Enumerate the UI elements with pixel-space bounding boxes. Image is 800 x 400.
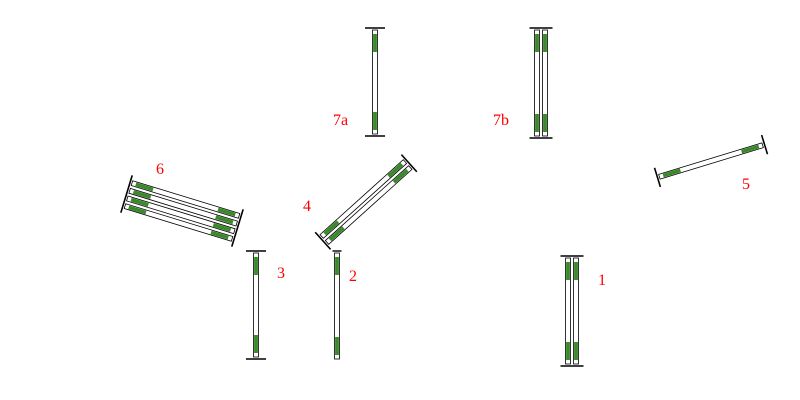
rail-stripe bbox=[210, 230, 229, 240]
rail-stripe bbox=[392, 168, 409, 184]
fence-rail bbox=[334, 252, 340, 360]
rail-stripe bbox=[387, 162, 404, 178]
rail-stripe bbox=[215, 215, 234, 225]
fence-rail bbox=[253, 252, 259, 358]
rail-stripe bbox=[335, 257, 339, 275]
fence-rail bbox=[534, 29, 540, 137]
rail-stripe bbox=[328, 226, 345, 242]
fence-7b bbox=[529, 27, 553, 139]
rail-stripe bbox=[212, 222, 232, 232]
fence-cap-bottom bbox=[230, 209, 244, 247]
fence-label-3: 3 bbox=[277, 265, 285, 282]
fence-rail bbox=[372, 29, 378, 135]
fence-rail bbox=[126, 195, 236, 235]
rail-stripe bbox=[662, 168, 681, 178]
fence-rail bbox=[324, 165, 413, 245]
rail-stripe bbox=[574, 262, 578, 280]
fence-3 bbox=[246, 250, 266, 360]
fence-1 bbox=[560, 255, 584, 367]
fence-rail bbox=[123, 203, 234, 242]
fence-label-1: 1 bbox=[598, 272, 606, 289]
rail-stripe bbox=[373, 34, 377, 52]
fence-cap-top bbox=[400, 154, 418, 173]
rail-stripe bbox=[574, 342, 578, 360]
rail-stripe bbox=[128, 205, 147, 215]
rail-stripe bbox=[373, 112, 377, 130]
fence-label-2: 2 bbox=[349, 268, 357, 285]
fence-label-5: 5 bbox=[742, 176, 750, 193]
rail-stripe bbox=[132, 190, 152, 200]
fence-label-7a: 7a bbox=[333, 112, 348, 129]
fence-2 bbox=[332, 250, 342, 360]
rail-stripe bbox=[217, 207, 236, 217]
fence-rail bbox=[130, 180, 241, 219]
fence-rail bbox=[542, 29, 548, 137]
fence-label-4: 4 bbox=[303, 198, 311, 215]
fence-cap-bottom bbox=[653, 167, 662, 188]
fence-rail bbox=[319, 159, 408, 239]
fence-rail bbox=[128, 187, 238, 227]
rail-stripe bbox=[135, 182, 154, 192]
fence-6 bbox=[120, 175, 244, 247]
rail-stripe bbox=[543, 114, 547, 132]
fence-cap-bottom bbox=[314, 231, 332, 250]
fence-rail bbox=[658, 142, 764, 180]
rail-stripe bbox=[543, 34, 547, 52]
fence-5 bbox=[653, 134, 769, 188]
rail-stripe bbox=[254, 257, 258, 275]
fence-label-6: 6 bbox=[156, 161, 164, 178]
rail-stripe bbox=[335, 337, 339, 355]
fence-4 bbox=[314, 154, 418, 250]
fence-rail bbox=[573, 257, 579, 365]
rail-stripe bbox=[566, 262, 570, 280]
rail-stripe bbox=[566, 342, 570, 360]
rail-stripe bbox=[254, 335, 258, 353]
rail-stripe bbox=[535, 114, 539, 132]
fence-label-7b: 7b bbox=[493, 112, 509, 129]
fence-rail bbox=[565, 257, 571, 365]
fence-cap-top bbox=[120, 175, 134, 213]
rail-stripe bbox=[741, 144, 760, 154]
fence-cap-top bbox=[760, 134, 769, 155]
rail-stripe bbox=[323, 220, 340, 236]
rail-stripe bbox=[130, 197, 149, 207]
rail-stripe bbox=[535, 34, 539, 52]
fence-7a bbox=[365, 27, 385, 137]
